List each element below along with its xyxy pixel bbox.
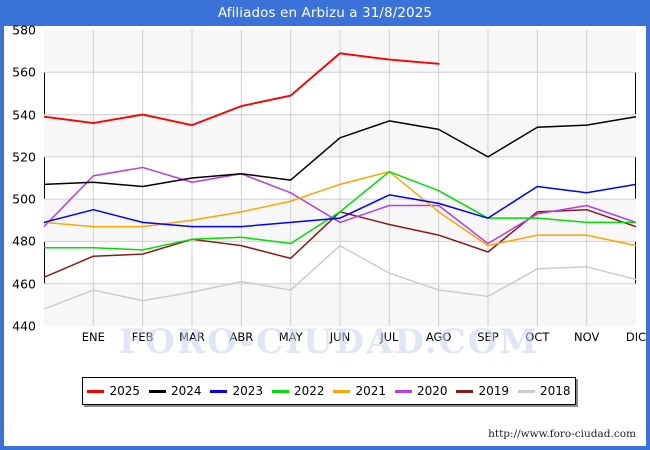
legend-label-2019: 2019 — [478, 384, 510, 398]
x-tick-jun: JUN — [329, 330, 351, 344]
series-line-2020 — [44, 166, 636, 245]
x-tick-mar: MAR — [179, 330, 205, 344]
legend-item-2018[interactable]: 2018 — [517, 384, 571, 398]
legend-label-2022: 2022 — [293, 384, 325, 398]
legend-swatch-icon-2022 — [271, 389, 289, 393]
series-line-2024 — [44, 115, 636, 188]
chart-title: Afiliados en Arbizu a 31/8/2025 — [217, 5, 433, 21]
legend-item-2020[interactable]: 2020 — [394, 384, 448, 398]
plot-area — [44, 30, 636, 326]
y-tick-480: 480 — [12, 233, 36, 249]
x-axis-tick-labels: ENE FEB MAR ABR MAY JUN JUL AGO SEP OCT NOV DIC — [44, 330, 646, 350]
x-tick-ago: AGO — [425, 330, 452, 344]
legend-swatch-icon-2023 — [210, 389, 228, 393]
series-line-2018 — [44, 244, 636, 310]
y-tick-580: 580 — [12, 22, 36, 38]
legend-item-2023[interactable]: 2023 — [210, 384, 263, 398]
legend-item-2022[interactable]: 2022 — [271, 384, 325, 398]
legend-item-2025[interactable]: 2025 — [87, 384, 140, 398]
y-axis-tick-labels: 440 460 480 500 520 540 560 580 — [4, 23, 40, 334]
x-tick-nov: NOV — [573, 330, 600, 344]
x-tick-abr: ABR — [229, 330, 254, 344]
x-tick-ene: ENE — [81, 330, 105, 344]
footer-url: http://www.foro-ciudad.com — [488, 428, 636, 440]
legend-swatch-icon-2020 — [394, 389, 412, 393]
chart-legend: 2025 2024 2023 2022 2021 2020 2019 2018 — [82, 377, 576, 405]
legend-swatch-icon-2025 — [87, 389, 105, 393]
legend-item-2024[interactable]: 2024 — [148, 384, 202, 398]
legend-label-2020: 2020 — [416, 384, 448, 398]
window-title-bar: Afiliados en Arbizu a 31/8/2025 — [0, 0, 650, 26]
x-tick-feb: FEB — [131, 330, 154, 344]
y-tick-500: 500 — [12, 191, 36, 207]
series-line-2021 — [44, 170, 636, 247]
legend-label-2018: 2018 — [539, 384, 571, 398]
series-line-2023 — [44, 183, 636, 228]
legend-item-2019[interactable]: 2019 — [456, 384, 509, 398]
legend-item-2021[interactable]: 2021 — [333, 384, 386, 398]
y-tick-460: 460 — [12, 276, 36, 292]
legend-swatch-icon-2021 — [333, 389, 351, 393]
x-tick-oct: OCT — [525, 330, 550, 344]
x-tick-jul: JUL — [380, 330, 399, 344]
legend-swatch-icon-2018 — [517, 389, 535, 393]
x-tick-sep: SEP — [477, 330, 499, 344]
legend-label-2025: 2025 — [109, 384, 141, 398]
x-tick-may: MAY — [278, 330, 303, 344]
y-tick-520: 520 — [12, 149, 36, 165]
legend-swatch-icon-2024 — [148, 389, 166, 393]
legend-swatch-icon-2019 — [456, 389, 474, 393]
x-tick-dic: DIC — [625, 330, 647, 344]
legend-label-2024: 2024 — [170, 384, 202, 398]
y-tick-540: 540 — [12, 107, 36, 123]
y-tick-560: 560 — [12, 64, 36, 80]
legend-label-2021: 2021 — [355, 384, 387, 398]
series-line-2025 — [44, 52, 440, 127]
y-tick-440: 440 — [12, 318, 36, 334]
series-line-2022 — [44, 170, 636, 251]
legend-label-2023: 2023 — [232, 384, 264, 398]
series-lines — [44, 52, 636, 310]
